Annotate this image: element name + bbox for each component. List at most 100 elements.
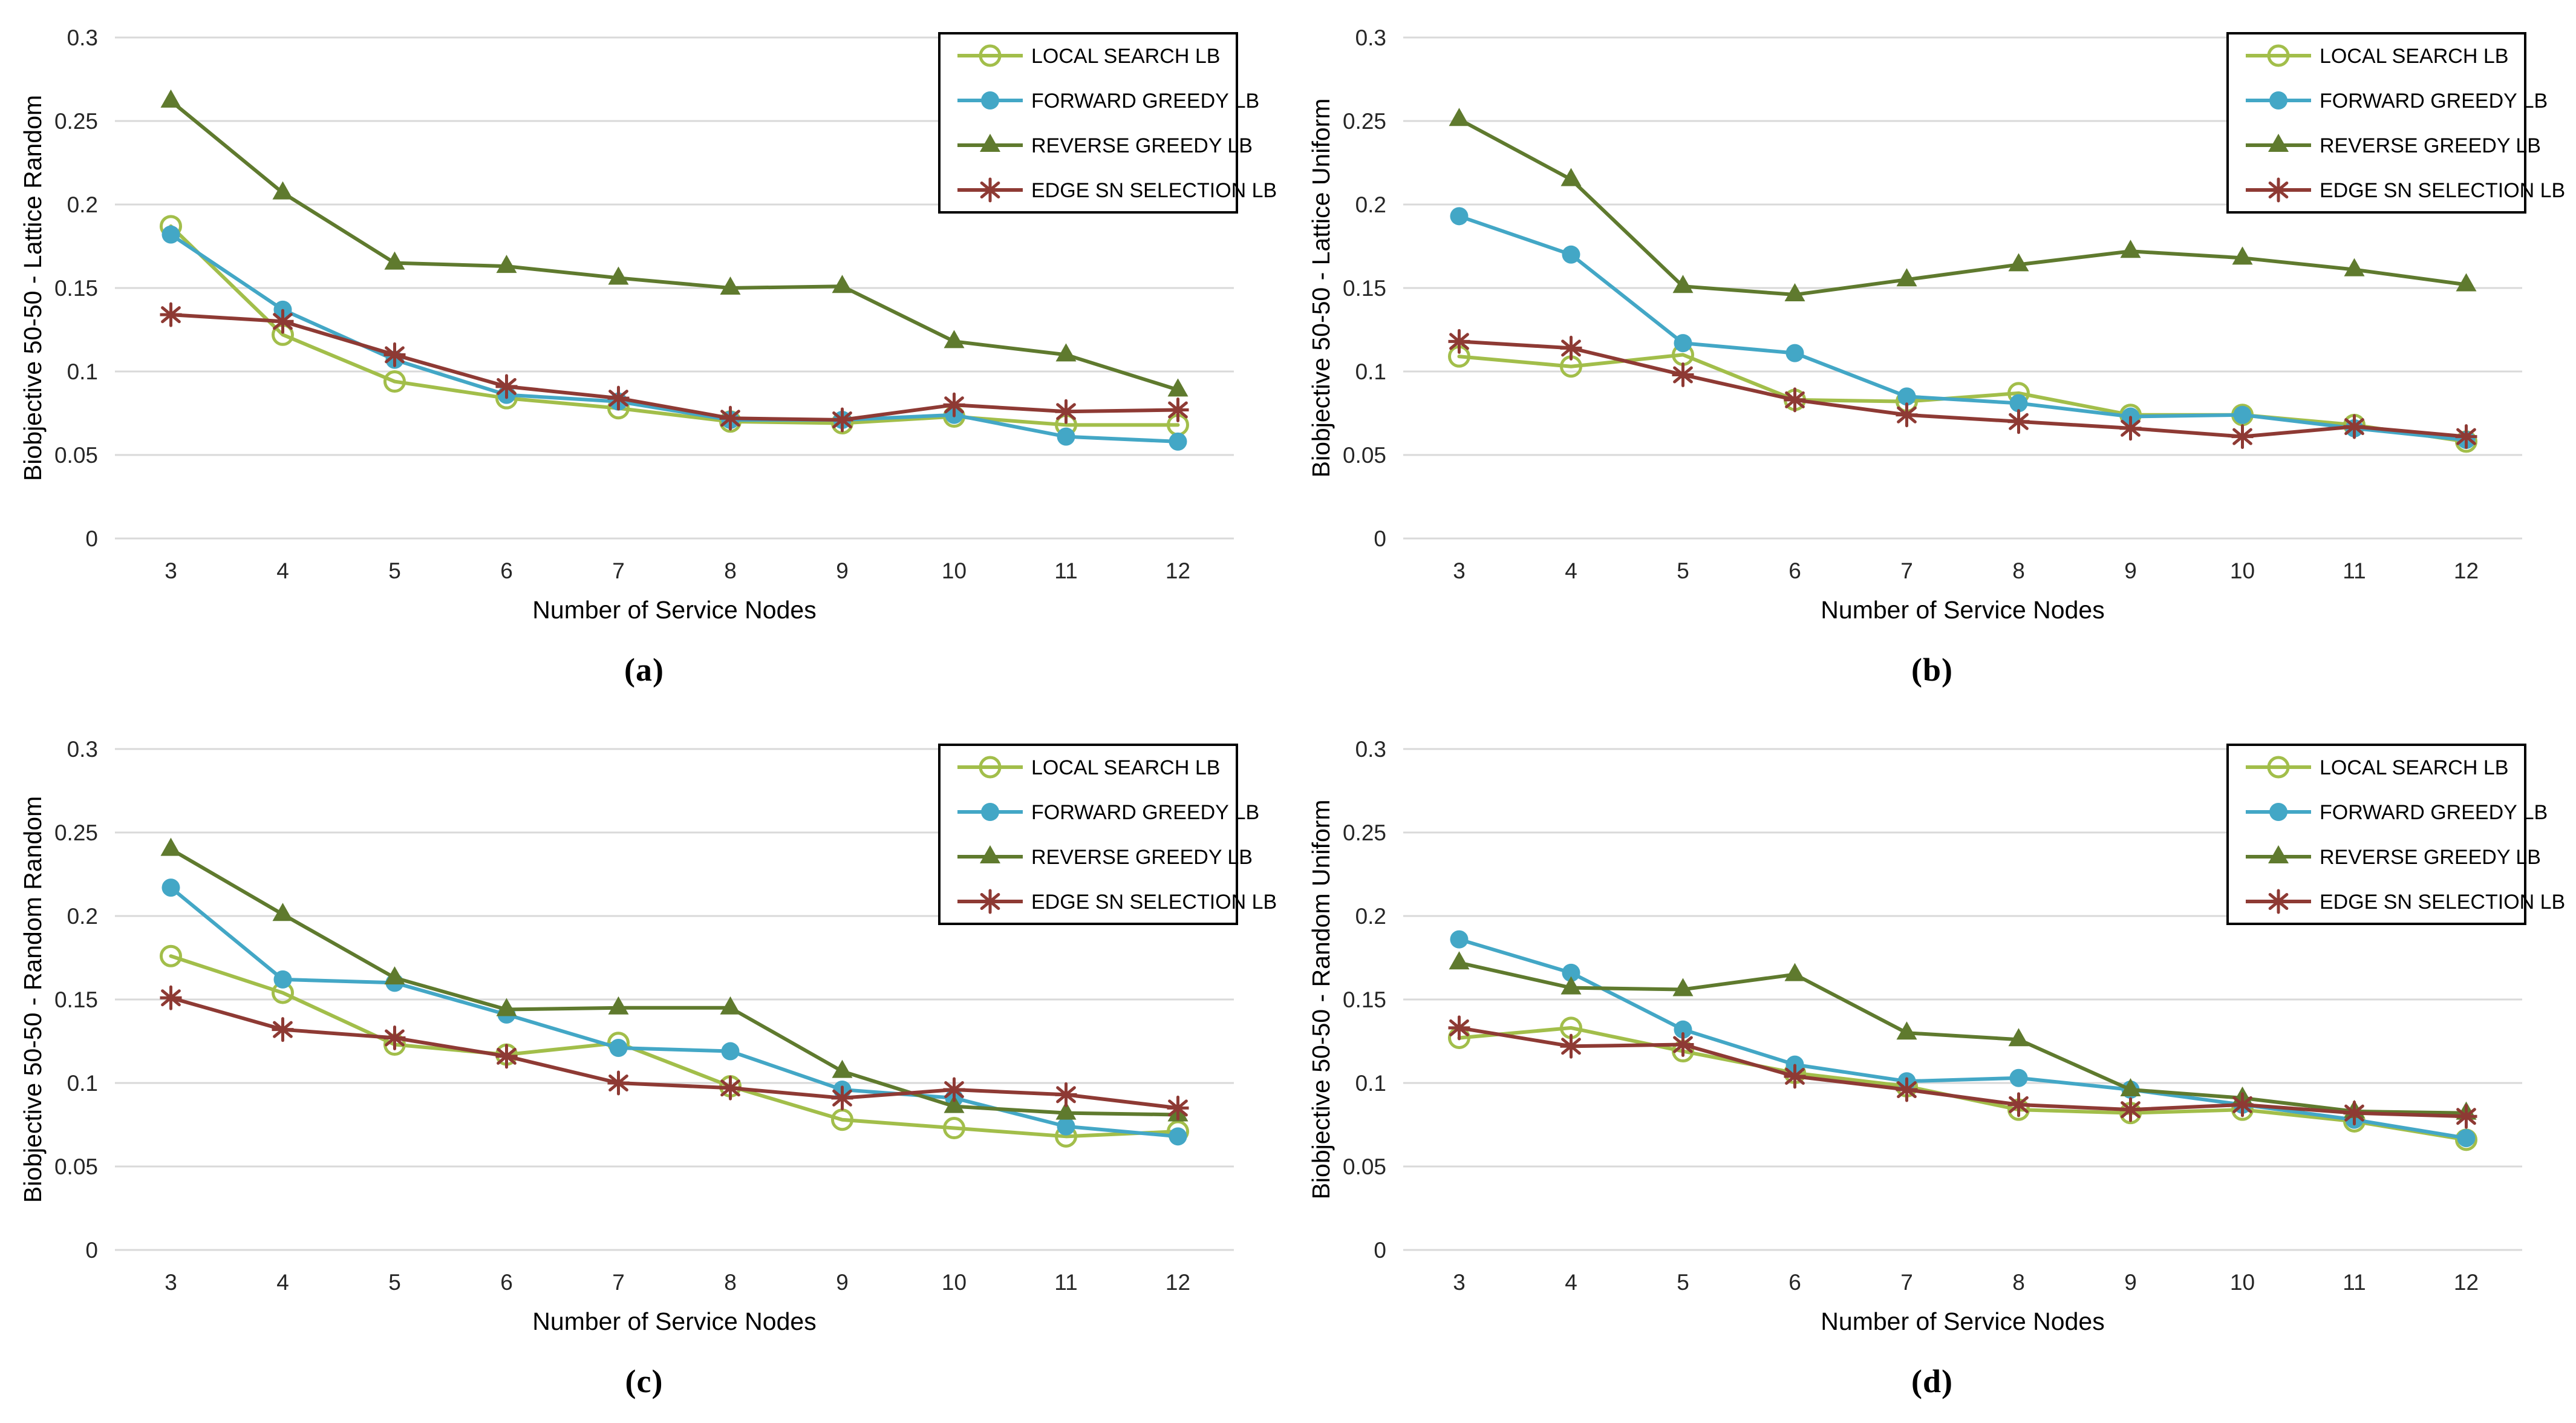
- svg-text:6: 6: [1789, 558, 1801, 583]
- legend-item-label: FORWARD GREEDY LB: [1031, 801, 1259, 824]
- svg-text:6: 6: [500, 1270, 513, 1295]
- svg-text:10: 10: [2230, 558, 2255, 583]
- svg-text:7: 7: [1900, 558, 1913, 583]
- chart-panel-b: 0 0.05 0.1 0.15 0.2 0.25 0.3 3 4 5 6 7 8 9 10 11 12 Numbe…: [1288, 0, 2576, 712]
- svg-text:11: 11: [1054, 558, 1077, 583]
- caption-d: (d): [1911, 1363, 1953, 1399]
- y-axis-title: Biobjective 50-50 - Random Uniform: [1307, 800, 1335, 1200]
- triangle-marker-icon: [980, 845, 1000, 863]
- caption-c: (c): [625, 1363, 664, 1399]
- svg-text:11: 11: [2343, 1270, 2366, 1295]
- legend-item-reverse-greedy-lb: REVERSE GREEDY LB: [957, 134, 1253, 157]
- legend-item-label: REVERSE GREEDY LB: [1031, 846, 1253, 869]
- legend-item-edge-sn-selection-lb: EDGE SN SELECTION LB: [2246, 889, 2565, 914]
- series-edge-sn-selection-lb: [1448, 1015, 2477, 1129]
- y-axis-tick-labels: 0 0.05 0.1 0.15 0.2 0.25 0.3: [1343, 25, 1386, 551]
- svg-text:8: 8: [724, 558, 737, 583]
- x-axis-title: Number of Service Nodes: [1821, 596, 2104, 624]
- x-axis-title: Number of Service Nodes: [1821, 1307, 2104, 1335]
- svg-text:9: 9: [2124, 558, 2137, 583]
- svg-text:7: 7: [1900, 1270, 1913, 1295]
- x-axis-tick-labels: 3 4 5 6 7 8 9 10 11 12: [1453, 558, 2479, 583]
- svg-text:0.25: 0.25: [54, 109, 98, 134]
- svg-text:10: 10: [942, 558, 967, 583]
- legend-item-forward-greedy-lb: FORWARD GREEDY LB: [957, 801, 1259, 824]
- legend-item-label: REVERSE GREEDY LB: [1031, 134, 1253, 157]
- svg-text:7: 7: [612, 1270, 625, 1295]
- chart-panel-d: 0 0.05 0.1 0.15 0.2 0.25 0.3 3 4 5 6 7 8 9 10 11 12 Numbe…: [1288, 712, 2576, 1423]
- legend-item-label: FORWARD GREEDY LB: [2320, 801, 2548, 824]
- chart-panel-a: 0 0.05 0.1 0.15 0.2 0.25 0.3 3 4 5 6 7 8 9 10 11 12 Numbe…: [0, 0, 1288, 712]
- x-axis-tick-labels: 3 4 5 6 7 8 9 10 11 12: [165, 558, 1190, 583]
- svg-text:0.2: 0.2: [1355, 904, 1386, 929]
- series-edge-sn-selection-lb: [160, 302, 1189, 433]
- chart-c: 0 0.05 0.1 0.15 0.2 0.25 0.3 3 4 5 6 7 8 9 10 11 12 Numbe…: [19, 737, 1277, 1335]
- legend-item-reverse-greedy-lb: REVERSE GREEDY LB: [2246, 134, 2541, 157]
- svg-text:0.15: 0.15: [54, 276, 98, 301]
- svg-text:8: 8: [724, 1270, 737, 1295]
- series-forward-greedy-lb: [161, 225, 1187, 451]
- svg-text:6: 6: [500, 558, 513, 583]
- svg-text:4: 4: [1565, 1270, 1577, 1295]
- caption-a: (a): [624, 652, 664, 688]
- legend-item-local-search-lb: LOCAL SEARCH LB: [2246, 756, 2508, 779]
- svg-text:9: 9: [836, 1270, 849, 1295]
- svg-text:0.25: 0.25: [1343, 109, 1386, 134]
- svg-text:0.3: 0.3: [1355, 25, 1386, 50]
- series-edge-sn-selection-lb: [1448, 329, 2477, 450]
- legend-item-forward-greedy-lb: FORWARD GREEDY LB: [2246, 801, 2548, 824]
- legend-item-edge-sn-selection-lb: EDGE SN SELECTION LB: [957, 889, 1277, 914]
- legend-item-label: REVERSE GREEDY LB: [2320, 134, 2541, 157]
- svg-text:12: 12: [2454, 1270, 2479, 1295]
- svg-text:11: 11: [2343, 558, 2366, 583]
- svg-text:9: 9: [836, 558, 849, 583]
- svg-text:10: 10: [942, 1270, 967, 1295]
- svg-text:3: 3: [1453, 558, 1466, 583]
- series-local-search-lb: [160, 944, 1189, 1148]
- open-circle-marker-icon: [979, 756, 1002, 779]
- svg-text:9: 9: [2124, 1270, 2137, 1295]
- svg-text:3: 3: [1453, 1270, 1466, 1295]
- triangle-marker-icon: [2268, 134, 2289, 152]
- legend-item-label: LOCAL SEARCH LB: [2320, 756, 2508, 779]
- legend-item-label: REVERSE GREEDY LB: [2320, 846, 2541, 869]
- y-axis-title: Biobjective 50-50 - Random Random: [19, 796, 47, 1203]
- legend: LOCAL SEARCH LB FORWARD GREEDY LB REVERSE …: [2226, 32, 2565, 214]
- chart-panel-c: 0 0.05 0.1 0.15 0.2 0.25 0.3 3 4 5 6 7 8 9 10 11 12 Numbe…: [0, 712, 1288, 1423]
- asterisk-marker-icon: [979, 889, 1001, 914]
- svg-text:5: 5: [388, 558, 401, 583]
- legend-item-label: FORWARD GREEDY LB: [1031, 90, 1259, 113]
- chart-d: 0 0.05 0.1 0.15 0.2 0.25 0.3 3 4 5 6 7 8 9 10 11 12 Numbe…: [1307, 737, 2565, 1335]
- svg-text:0.15: 0.15: [54, 987, 98, 1012]
- svg-text:12: 12: [1166, 1270, 1190, 1295]
- y-axis-title: Biobjective 50-50 - Lattice Random: [19, 95, 47, 481]
- svg-text:3: 3: [165, 558, 177, 583]
- svg-text:0.05: 0.05: [54, 1154, 98, 1179]
- asterisk-marker-icon: [979, 177, 1001, 203]
- legend: LOCAL SEARCH LB FORWARD GREEDY LB REVERSE …: [938, 32, 1277, 214]
- legend-item-label: EDGE SN SELECTION LB: [1031, 179, 1277, 202]
- open-circle-marker-icon: [2267, 44, 2290, 67]
- open-circle-marker-icon: [979, 44, 1002, 67]
- svg-text:0.1: 0.1: [1355, 1071, 1386, 1096]
- y-axis-tick-labels: 0 0.05 0.1 0.15 0.2 0.25 0.3: [1343, 737, 1386, 1263]
- x-axis-tick-labels: 3 4 5 6 7 8 9 10 11 12: [165, 1270, 1190, 1295]
- svg-text:12: 12: [1166, 558, 1190, 583]
- svg-text:0.3: 0.3: [1355, 737, 1386, 762]
- svg-text:0.05: 0.05: [54, 443, 98, 468]
- svg-text:0.2: 0.2: [67, 192, 98, 217]
- legend-item-local-search-lb: LOCAL SEARCH LB: [957, 756, 1220, 779]
- asterisk-marker-icon: [2268, 889, 2289, 914]
- legend: LOCAL SEARCH LB FORWARD GREEDY LB REVERSE …: [938, 744, 1277, 925]
- triangle-marker-icon: [980, 134, 1000, 152]
- y-axis-title: Biobjective 50-50 - Lattice Uniform: [1307, 99, 1335, 478]
- series-forward-greedy-lb: [1450, 930, 2476, 1148]
- svg-text:4: 4: [276, 558, 289, 583]
- legend-item-label: EDGE SN SELECTION LB: [2320, 179, 2565, 202]
- series-reverse-greedy-lb: [1449, 108, 2477, 302]
- asterisk-marker-icon: [2268, 177, 2289, 203]
- svg-text:0: 0: [85, 1238, 98, 1263]
- svg-text:3: 3: [165, 1270, 177, 1295]
- svg-text:10: 10: [2230, 1270, 2255, 1295]
- x-axis-tick-labels: 3 4 5 6 7 8 9 10 11 12: [1453, 1270, 2479, 1295]
